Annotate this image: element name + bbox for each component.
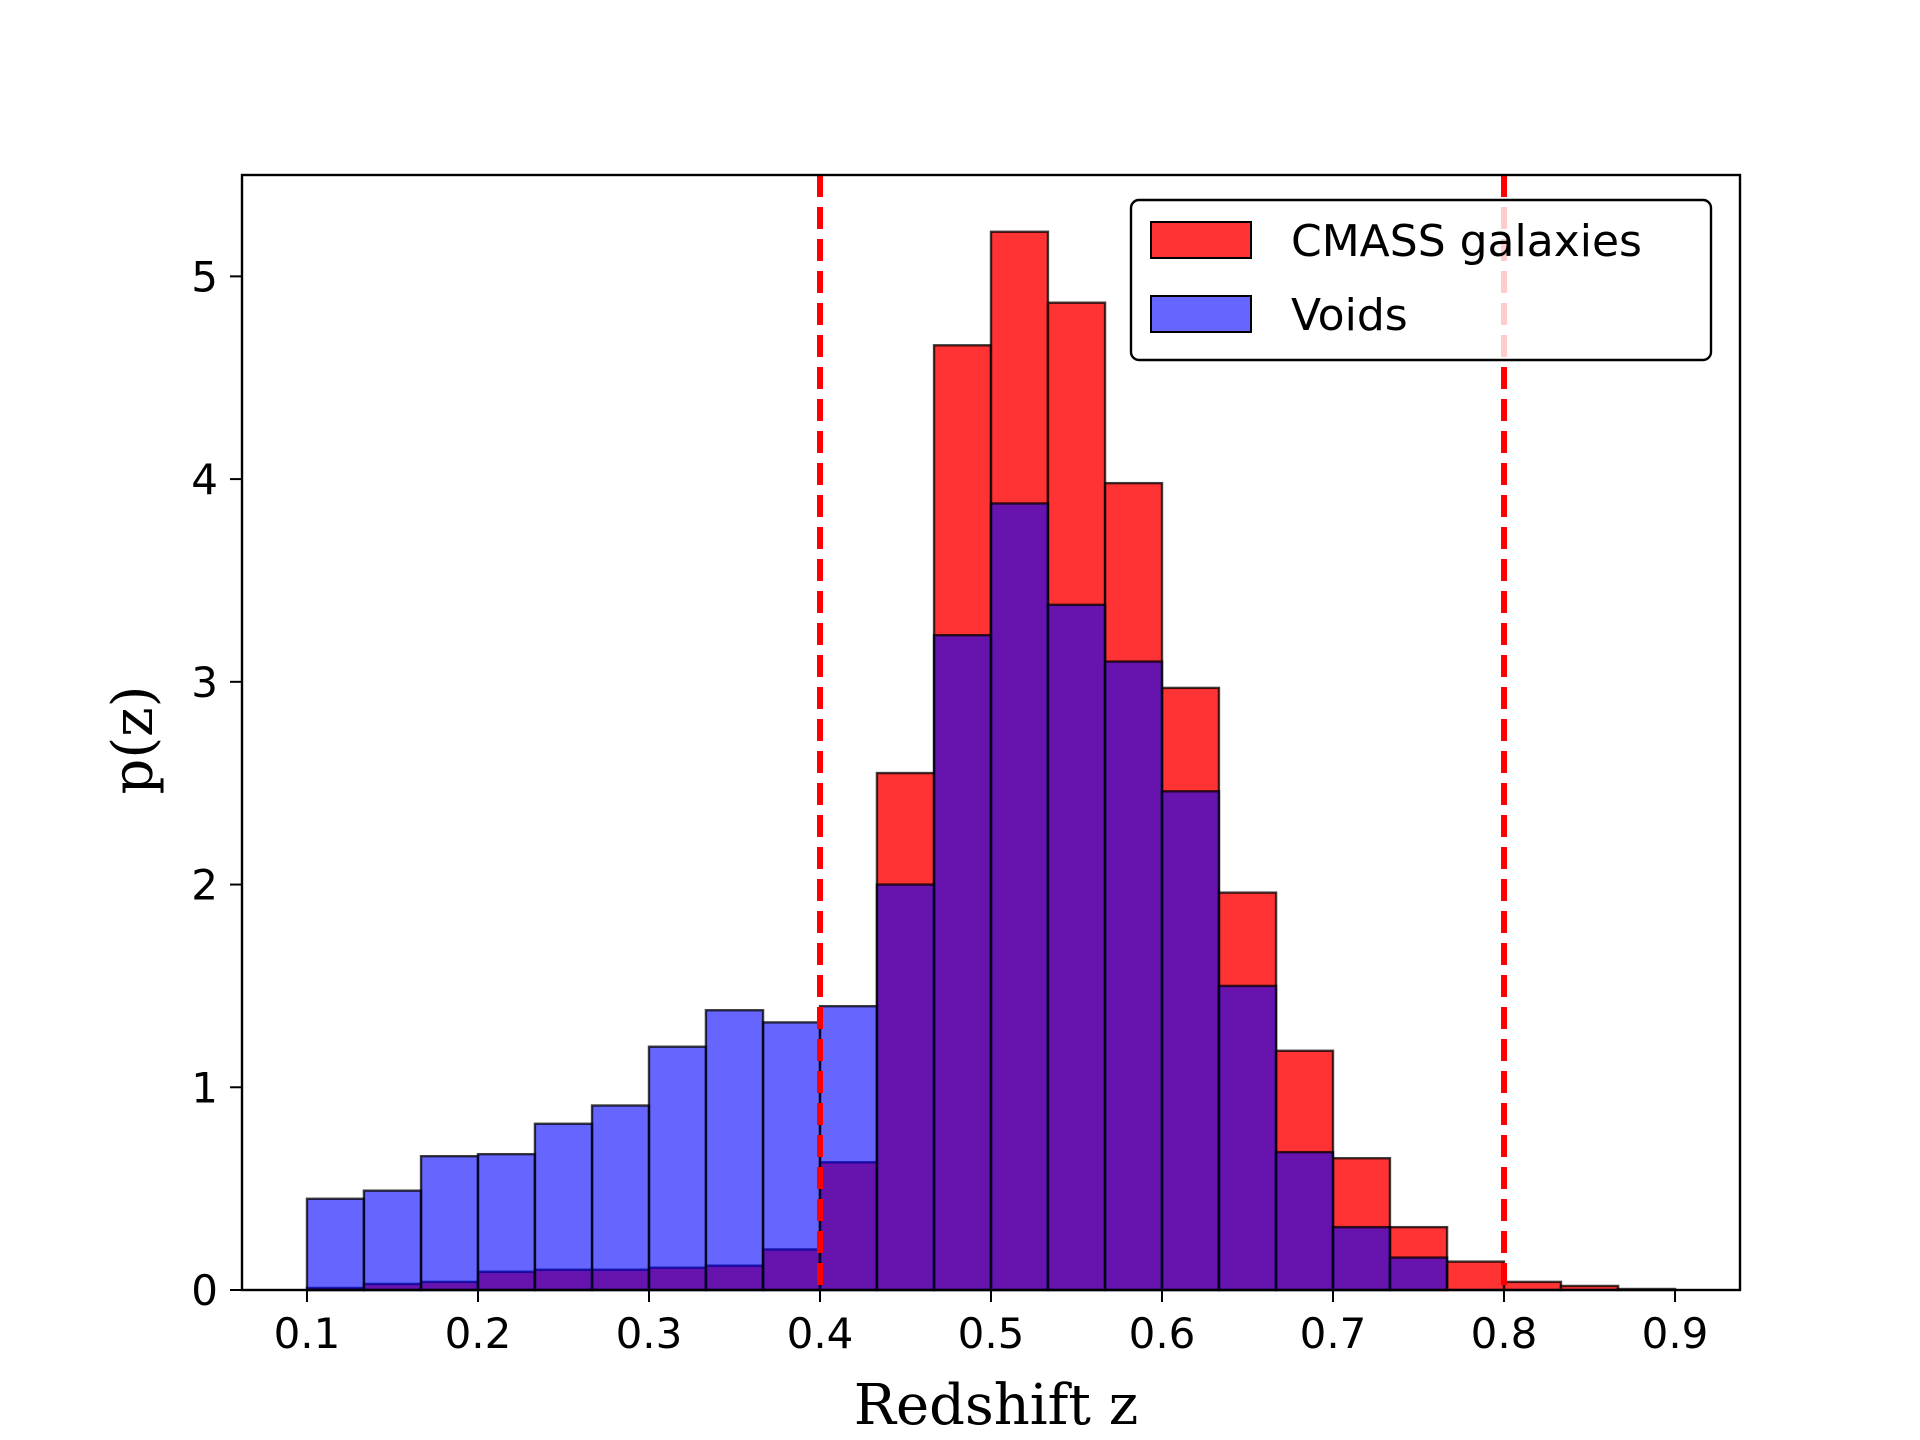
x-axis-label: Redshift z (854, 1373, 1138, 1438)
voids-bar (1160, 790, 1221, 1292)
voids-bar (647, 1045, 708, 1292)
y-tick-label: 3 (191, 658, 218, 707)
voids-bar (875, 883, 936, 1292)
cmass-bar (1445, 1260, 1506, 1292)
y-tick-label: 1 (191, 1063, 218, 1112)
y-tick-label: 4 (191, 455, 218, 504)
x-tick-label: 0.2 (445, 1309, 512, 1358)
y-axis-label: p(z) (101, 685, 166, 794)
voids-bar (1331, 1225, 1392, 1292)
voids-bar (761, 1021, 822, 1292)
voids-bar (1274, 1150, 1335, 1292)
legend-swatch-voids (1150, 295, 1252, 333)
voids-bar (362, 1189, 423, 1292)
voids-bar (1217, 984, 1278, 1292)
voids-bar (1388, 1256, 1449, 1292)
x-tick-label: 0.7 (1300, 1309, 1367, 1358)
legend-box (1129, 198, 1713, 362)
x-axis-ticks: 0.1 0.2 0.3 0.4 0.5 0.6 0.7 0.8 0.9 (274, 1290, 1709, 1358)
x-tick-label: 0.5 (958, 1309, 1025, 1358)
voids-bar (932, 633, 993, 1292)
voids-bar (533, 1122, 594, 1292)
y-tick-label: 2 (191, 861, 218, 910)
voids-bar (1103, 660, 1164, 1292)
x-tick-label: 0.3 (616, 1309, 683, 1358)
legend-label-voids: Voids (1291, 290, 1408, 341)
voids-bar (476, 1152, 537, 1292)
voids-bar (590, 1104, 651, 1292)
voids-bars (305, 502, 1449, 1292)
voids-bar (305, 1197, 366, 1292)
y-tick-label: 5 (191, 252, 218, 301)
voids-bar (989, 502, 1050, 1292)
legend: CMASS galaxies Voids (1129, 198, 1713, 362)
voids-bar (1046, 603, 1107, 1292)
y-tick-label: 0 (191, 1266, 218, 1315)
x-tick-label: 0.4 (787, 1309, 854, 1358)
x-tick-label: 0.6 (1129, 1309, 1196, 1358)
voids-bar (419, 1154, 480, 1292)
legend-swatch-cmass (1150, 221, 1252, 259)
x-tick-label: 0.9 (1642, 1309, 1709, 1358)
cmass-bar (1502, 1280, 1563, 1292)
voids-bar (818, 1004, 879, 1292)
redshift-cut-lines (816, 175, 1508, 1290)
legend-label-cmass: CMASS galaxies (1291, 216, 1642, 267)
x-tick-label: 0.8 (1471, 1309, 1538, 1358)
y-axis-ticks: 0 1 2 3 4 5 (191, 252, 242, 1315)
voids-bar (704, 1009, 765, 1292)
x-tick-label: 0.1 (274, 1309, 341, 1358)
